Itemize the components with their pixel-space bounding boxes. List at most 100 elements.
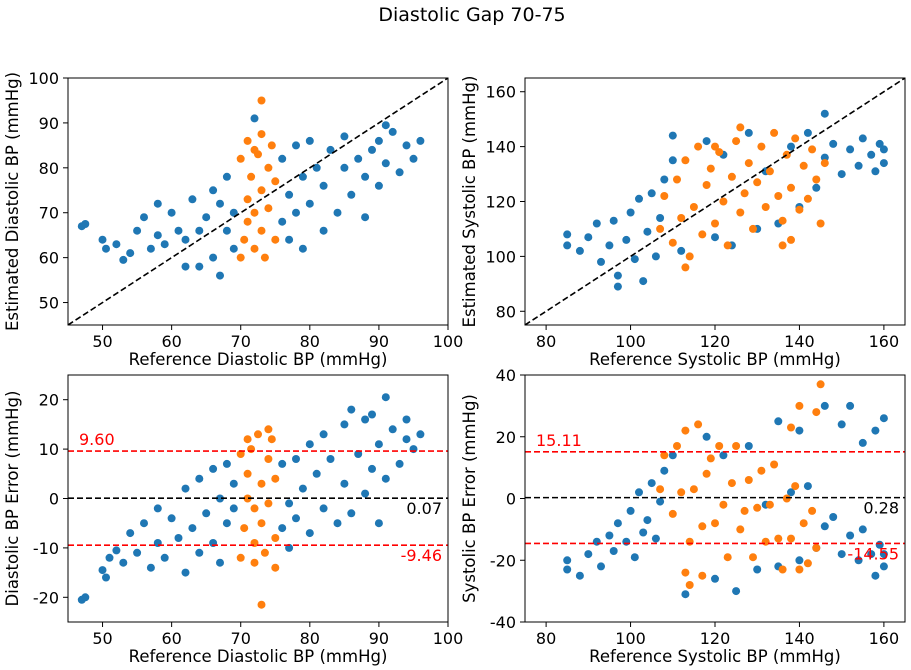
series-1-point: [112, 546, 121, 555]
series-2-point: [257, 519, 266, 528]
series-1-point: [409, 154, 418, 163]
series-2-point: [243, 494, 252, 503]
series-1-point: [668, 131, 677, 140]
series-1-point: [278, 154, 287, 163]
series-1-point: [222, 459, 231, 468]
series-1-point: [319, 226, 328, 235]
series-1-point: [202, 213, 211, 222]
series-1-point: [613, 282, 622, 291]
series-1-point: [829, 513, 838, 521]
identity-line: [68, 78, 448, 325]
series-2-point: [761, 203, 770, 211]
series-2-point: [681, 568, 690, 577]
y-tick-label: 80: [39, 159, 59, 178]
series-1-point: [229, 208, 238, 217]
series-2-point: [243, 217, 252, 226]
series-1-point: [160, 240, 169, 249]
reference-line-label: -9.46: [401, 546, 442, 565]
series-1-point: [613, 519, 622, 528]
series-1-point: [381, 159, 390, 168]
panel-2: 80 100 120 140 160 80 100 120 140 160 Reference Sy…: [460, 76, 906, 369]
series-1-point: [229, 479, 238, 488]
series-1-point: [98, 235, 107, 244]
x-tick-label: 120: [700, 629, 731, 648]
series-2-point: [761, 537, 770, 546]
series-2-point: [271, 534, 280, 542]
series-2-point: [740, 189, 749, 198]
series-1-point: [381, 393, 390, 402]
series-1-point: [597, 257, 605, 266]
series-2-point: [715, 148, 724, 157]
x-axis-label: Reference Systolic BP (mmHg): [589, 350, 841, 369]
series-1-point: [879, 562, 888, 571]
series-1-point: [635, 488, 643, 497]
series-1-point: [613, 271, 622, 280]
series-2-point: [257, 226, 266, 235]
series-1-point: [416, 430, 425, 439]
series-2-point: [685, 537, 694, 546]
series-2-point: [250, 244, 259, 253]
series-1-point: [140, 213, 148, 222]
series-2-point: [264, 163, 273, 172]
y-tick-label: 160: [485, 83, 516, 102]
x-tick-label: 80: [536, 332, 556, 351]
series-1-point: [292, 455, 300, 463]
series-1-point: [368, 464, 376, 473]
x-tick-label: 80: [300, 332, 320, 351]
series-2-point: [271, 474, 280, 483]
series-1-point: [167, 514, 176, 523]
series-2-point: [795, 401, 804, 410]
series-1-point: [744, 128, 753, 137]
series-1-point: [354, 154, 363, 163]
series-1-point: [656, 214, 665, 222]
series-2-point: [799, 161, 808, 170]
series-1-point: [803, 128, 812, 137]
series-2-point: [795, 205, 804, 214]
series-1-point: [622, 537, 631, 546]
y-tick-label: 20: [39, 391, 59, 410]
series-2-point: [757, 466, 766, 475]
series-2-point: [257, 186, 266, 195]
y-tick-label: 0: [506, 490, 516, 509]
series-2-point: [711, 219, 719, 228]
series-1-point: [787, 488, 795, 497]
y-tick-label: 0: [49, 490, 59, 509]
series-1-point: [368, 145, 376, 154]
series-1-point: [416, 136, 425, 145]
series-2-point: [774, 192, 783, 200]
series-2-point: [732, 137, 741, 146]
x-tick-label: 50: [92, 629, 112, 648]
series-1-point: [278, 459, 287, 468]
y-tick-label: -10: [33, 539, 59, 558]
series-1-point: [181, 235, 190, 244]
series-2-point: [749, 553, 757, 562]
series-1-point: [222, 172, 231, 181]
series-2-point: [668, 509, 677, 518]
series-1-point: [278, 524, 287, 533]
series-1-point: [340, 479, 349, 488]
series-1-point: [563, 241, 572, 250]
points: [77, 96, 425, 280]
series-1-point: [292, 208, 300, 217]
series-1-point: [216, 271, 224, 280]
series-1-point: [361, 213, 370, 222]
series-2-point: [247, 172, 256, 181]
series-1-point: [374, 181, 383, 190]
reference-line-label: 0.07: [406, 499, 442, 518]
series-1-point: [651, 534, 660, 543]
series-2-point: [694, 420, 703, 429]
series-1-point: [326, 145, 335, 154]
series-1-point: [209, 464, 218, 473]
series-1-point: [837, 420, 846, 429]
series-2-point: [787, 183, 795, 192]
series-1-point: [174, 226, 183, 235]
series-1-point: [285, 235, 294, 244]
panel-3: 9.60 0.07 -9.46 50 60 70 80 90 100 -20 -10 0 10 20 Ref…: [3, 374, 463, 666]
series-1-point: [216, 199, 224, 208]
y-axis-label: Systolic BP Error (mmHg): [460, 394, 479, 603]
series-2-point: [257, 600, 266, 609]
series-1-point: [216, 558, 224, 567]
series-1-point: [374, 136, 383, 145]
points: [563, 380, 888, 599]
x-tick-label: 160: [869, 629, 900, 648]
